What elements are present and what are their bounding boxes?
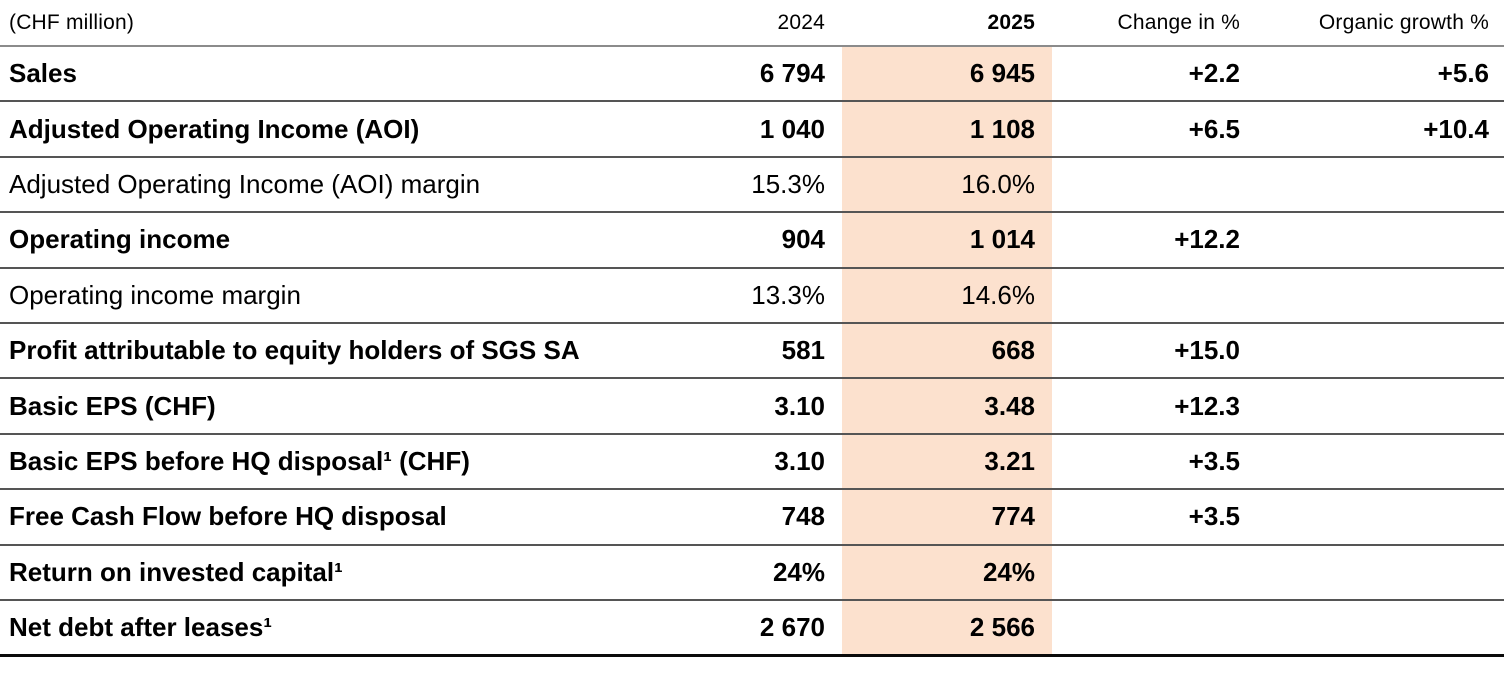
value-change-in-percent: +3.5 xyxy=(1188,445,1240,476)
value-organic-growth-percent xyxy=(1257,212,1504,267)
table-row: Net debt after leases¹ 2 670 2 566 xyxy=(0,599,1504,656)
table-row: Basic EPS (CHF) 3.10 3.48 +12.3 xyxy=(0,378,1504,434)
table-body: Sales 6 794 6 945 +2.2 +5.6 Adjusted Ope… xyxy=(0,46,1504,656)
value-organic-growth-percent xyxy=(1257,323,1504,378)
row-label: Basic EPS before HQ disposal¹ (CHF) xyxy=(9,445,470,476)
value-2025: 3.48 xyxy=(842,378,1052,434)
value-organic-growth-percent xyxy=(1257,157,1504,212)
value-change-in-percent: +3.5 xyxy=(1188,501,1240,532)
value-organic-growth-percent xyxy=(1257,434,1504,489)
value-organic-growth-percent xyxy=(1257,378,1504,433)
value-change-in-percent: +15.0 xyxy=(1174,335,1240,366)
value-change-in-percent: +2.2 xyxy=(1188,58,1240,89)
value-2025: 16.0% xyxy=(842,156,1052,213)
value-organic-growth-percent: +10.4 xyxy=(1423,113,1489,144)
value-2025: 6 945 xyxy=(842,46,1052,102)
value-2025: 2 566 xyxy=(842,599,1052,656)
row-label: Basic EPS (CHF) xyxy=(9,390,216,421)
value-organic-growth-percent: +5.6 xyxy=(1437,58,1489,89)
row-label: Operating income margin xyxy=(9,279,301,310)
value-2025: 1 108 xyxy=(842,101,1052,157)
column-header-change-in-percent: Change in % xyxy=(1117,10,1240,34)
column-header-2025: 2025 xyxy=(987,10,1035,34)
value-change-in-percent: +6.5 xyxy=(1188,113,1240,144)
value-change-in-percent xyxy=(1052,157,1257,212)
column-header-2024: 2024 xyxy=(777,10,825,34)
row-label: Net debt after leases¹ xyxy=(9,611,272,642)
value-organic-growth-percent xyxy=(1257,545,1504,600)
column-header-organic-growth-percent: Organic growth % xyxy=(1318,10,1489,34)
value-2025: 1 014 xyxy=(842,212,1052,268)
unit-label: (CHF million) xyxy=(9,10,135,34)
value-change-in-percent xyxy=(1052,545,1257,600)
value-2024: 13.3% xyxy=(751,279,825,310)
value-2024: 6 794 xyxy=(759,58,825,89)
value-2024: 2 670 xyxy=(759,611,825,642)
value-2024: 3.10 xyxy=(774,445,825,476)
value-2024: 3.10 xyxy=(774,390,825,421)
value-2024: 581 xyxy=(781,335,825,366)
row-label: Adjusted Operating Income (AOI) margin xyxy=(9,168,481,199)
value-organic-growth-percent xyxy=(1257,489,1504,544)
value-2024: 15.3% xyxy=(751,168,825,199)
table-row: Profit attributable to equity holders of… xyxy=(0,322,1504,379)
value-2025: 668 xyxy=(842,322,1052,379)
table-row: Adjusted Operating Income (AOI) 1 040 1 … xyxy=(0,101,1504,157)
row-label: Return on invested capital¹ xyxy=(9,556,343,587)
value-2024: 904 xyxy=(781,224,825,255)
value-2024: 24% xyxy=(772,556,825,587)
table-header-row: (CHF million) 2024 2025 Change in % Orga… xyxy=(0,0,1504,46)
row-label: Free Cash Flow before HQ disposal xyxy=(9,501,447,532)
table-row: Operating income 904 1 014 +12.2 xyxy=(0,212,1504,268)
table-row: Adjusted Operating Income (AOI) margin 1… xyxy=(0,156,1504,213)
value-2025: 14.6% xyxy=(842,267,1052,323)
table-row: Operating income margin 13.3% 14.6% xyxy=(0,267,1504,323)
table-row: Basic EPS before HQ disposal¹ (CHF) 3.10… xyxy=(0,433,1504,490)
table-row: Free Cash Flow before HQ disposal 748 77… xyxy=(0,489,1504,545)
table-row: Return on invested capital¹ 24% 24% xyxy=(0,544,1504,600)
row-label: Sales xyxy=(9,58,77,89)
value-2025: 3.21 xyxy=(842,433,1052,490)
value-organic-growth-percent xyxy=(1257,600,1504,655)
key-figures-table: (CHF million) 2024 2025 Change in % Orga… xyxy=(0,0,1504,656)
value-change-in-percent xyxy=(1052,600,1257,655)
value-2024: 748 xyxy=(781,501,825,532)
row-label: Operating income xyxy=(9,224,231,255)
value-change-in-percent: +12.2 xyxy=(1174,224,1240,255)
value-change-in-percent xyxy=(1052,268,1257,323)
value-2025: 774 xyxy=(842,489,1052,545)
value-change-in-percent: +12.3 xyxy=(1174,390,1240,421)
value-organic-growth-percent xyxy=(1257,268,1504,323)
value-2024: 1 040 xyxy=(759,113,825,144)
value-2025: 24% xyxy=(842,544,1052,600)
row-label: Adjusted Operating Income (AOI) xyxy=(9,113,420,144)
table-row: Sales 6 794 6 945 +2.2 +5.6 xyxy=(0,46,1504,102)
row-label: Profit attributable to equity holders of… xyxy=(9,335,580,366)
